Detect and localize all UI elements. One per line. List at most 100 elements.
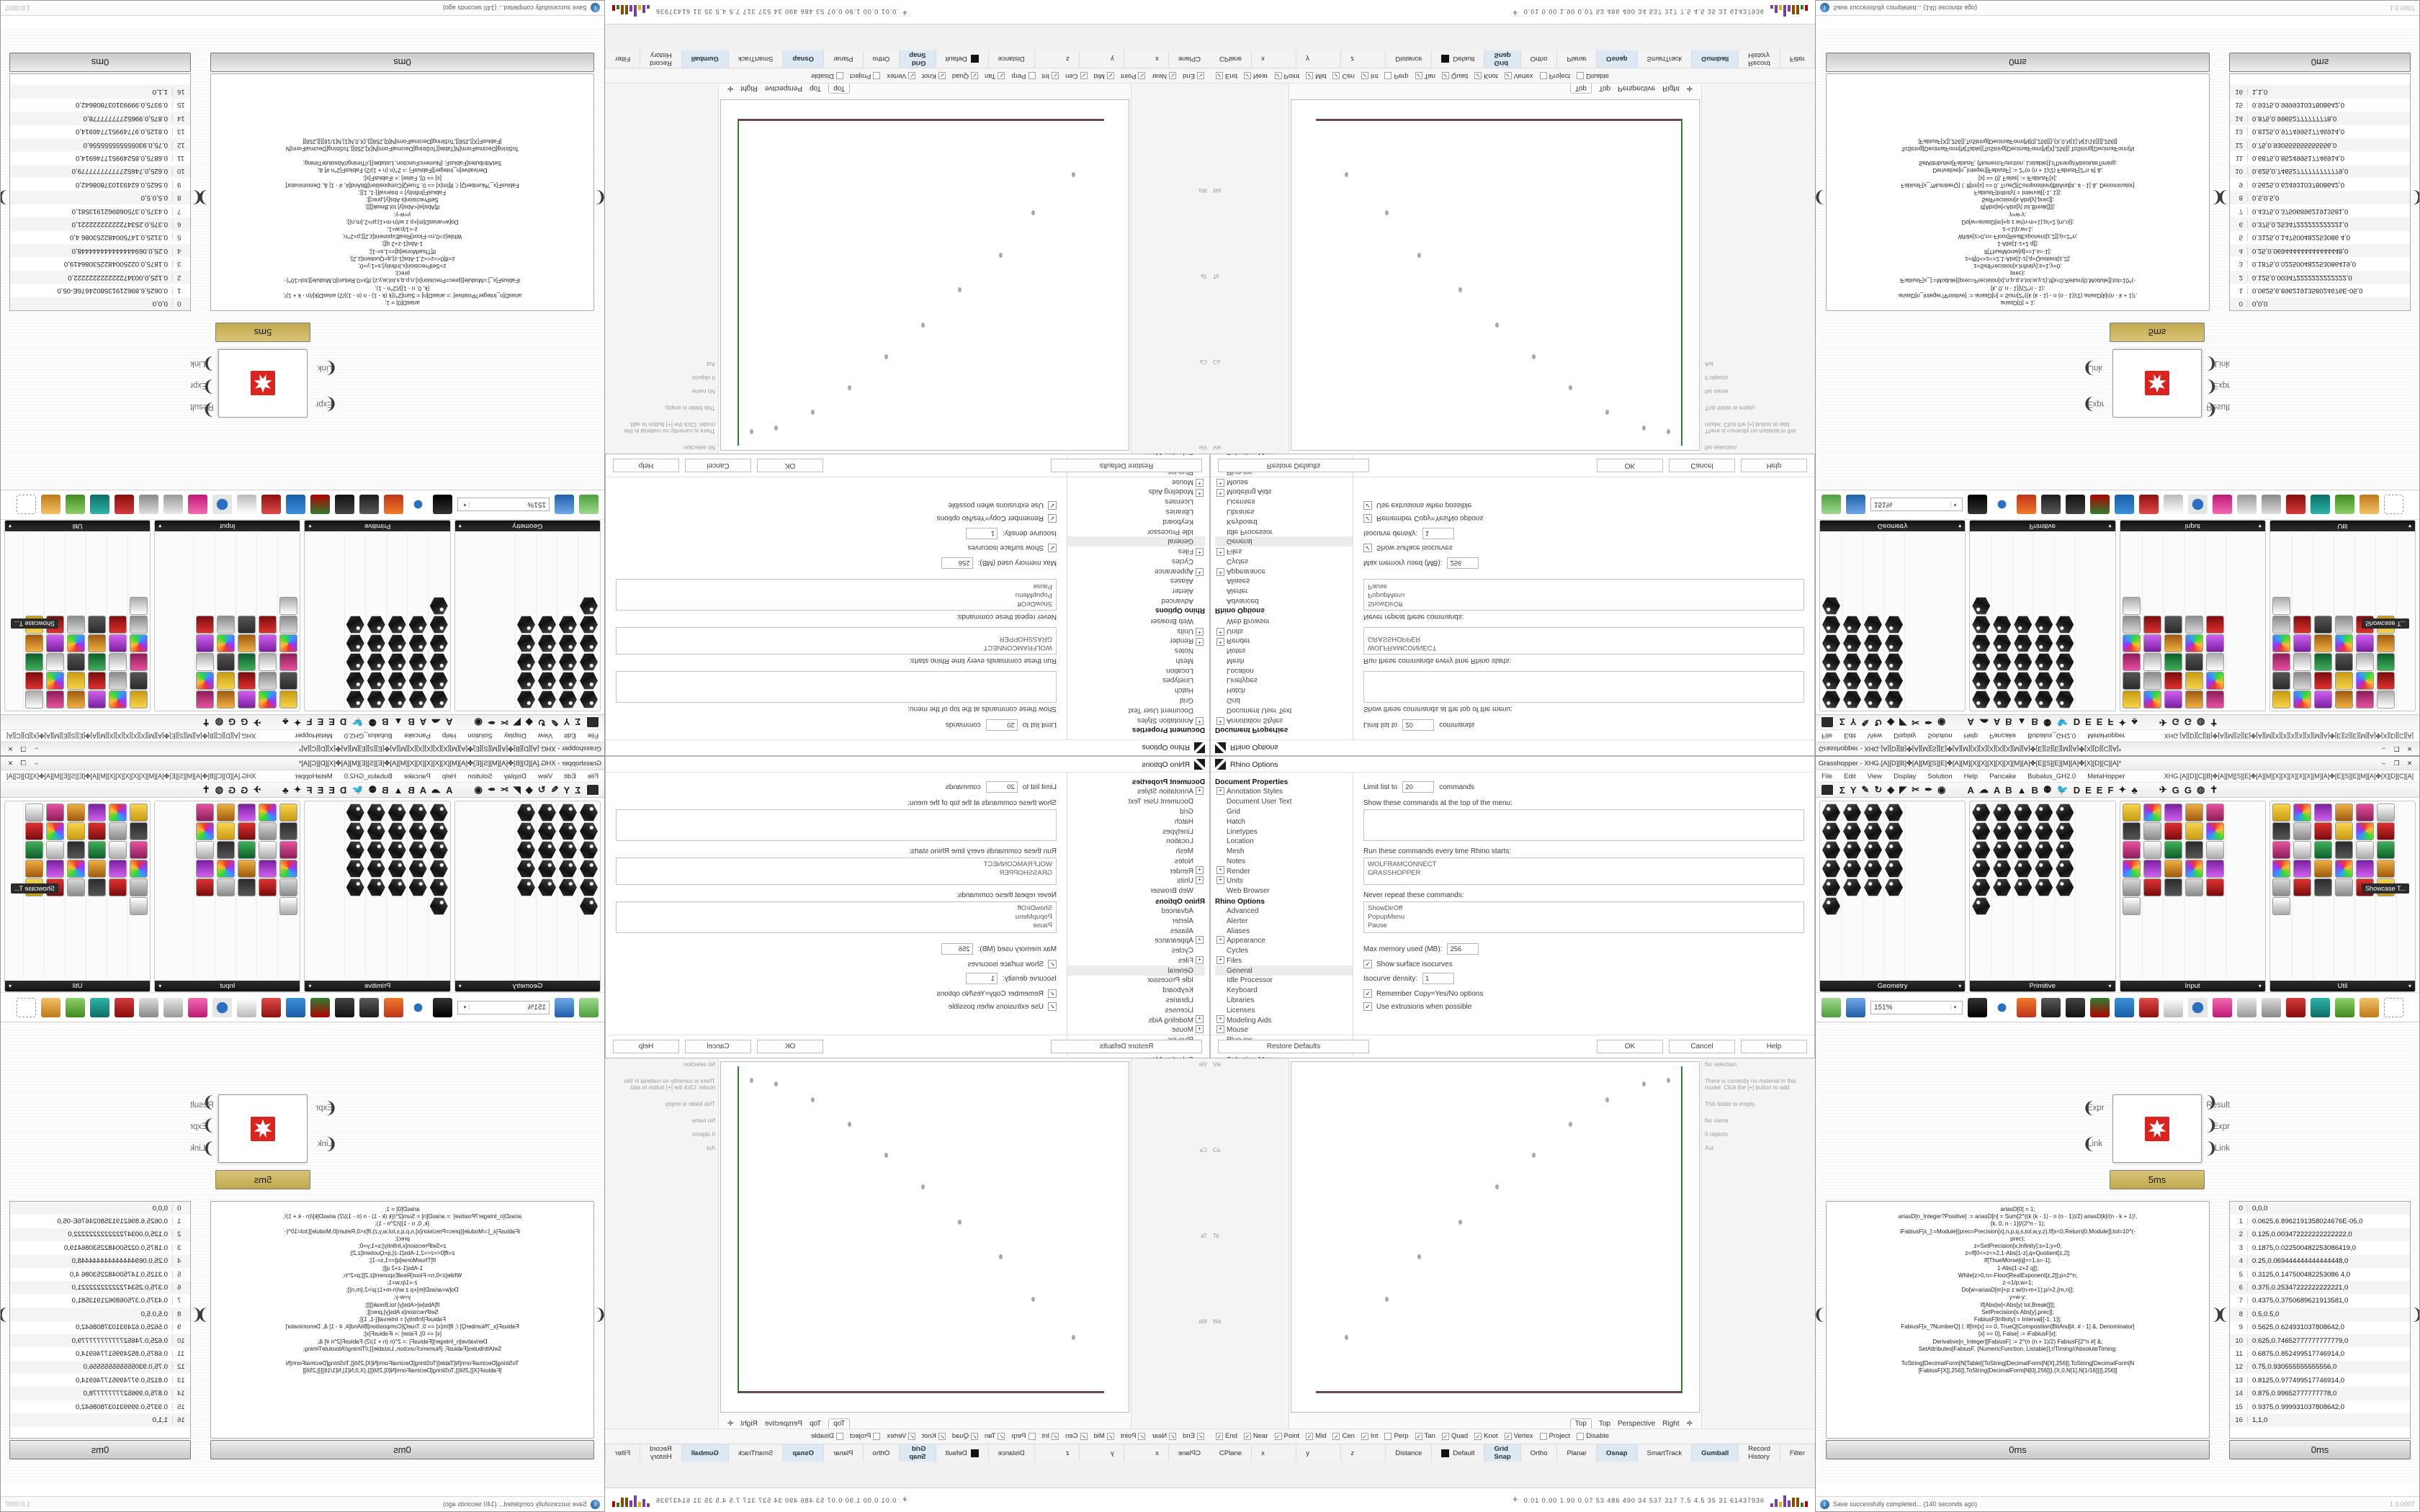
grasshopper-ribbon-tabs[interactable]: Σ Y ✎ ↻ ◆ ◤ ✂ ✒ ◉ A ☁ A B ▲ B ⚉ 🐦 D E E F ✦ ♣ ✈ G G ◍ ✝ [1, 714, 604, 729]
osnap-knot[interactable]: ✓ Knot [922, 1432, 946, 1440]
viewport-tab-top[interactable]: Top [810, 84, 822, 93]
chevron-down-icon[interactable]: ▾ [458, 523, 462, 529]
ribbon-tab-icon-18[interactable]: E [328, 784, 335, 796]
tree-item-modeling-aids[interactable]: Modeling Aids [1067, 1015, 1205, 1025]
tree-item-document-user-text[interactable]: Document User Text [1128, 798, 1193, 806]
status-toggle-ortho[interactable]: Ortho [862, 1444, 900, 1462]
menu-help[interactable]: Help [1963, 732, 1978, 740]
close-icon[interactable]: ✕ [2406, 759, 2413, 767]
ribbon-tab-icon-9[interactable]: A [446, 784, 453, 796]
chevron-down-icon[interactable]: ▾ [461, 502, 470, 508]
rhino-left-panel[interactable]: Vie Ca Ta Wa [1131, 50, 1210, 454]
component-button[interactable] [1864, 822, 1882, 840]
component-button[interactable] [46, 860, 65, 878]
ribbon-tab-icon-2[interactable]: ✎ [550, 784, 559, 795]
wolfram-expression-component[interactable]: Expr Link Result Expr Link [190, 1094, 333, 1163]
result-table-timer[interactable]: 0ms [2229, 53, 2411, 72]
preview-eye-icon[interactable] [408, 997, 428, 1017]
component-button[interactable] [2355, 634, 2374, 652]
viewport-tab-top[interactable]: Top [810, 1419, 822, 1428]
component-button[interactable] [259, 616, 277, 634]
osnap-bar[interactable]: ✓ End ✓ Near ✓ Point ✓ Mid ✓ Cen ✓ Int Perp ✓ Tan ✓ Quad… [1210, 69, 1815, 84]
tree-item-annotation-styles[interactable]: Annotation Styles [1215, 787, 1353, 797]
chevron-down-icon[interactable]: ▾ [461, 1004, 470, 1010]
grasshopper-canvas[interactable]: Expr Link Result Expr Link ❨ ❨ ❩ ❩ ❩ 5ms… [1816, 30, 2419, 490]
viewport-tab-top-active[interactable]: Top [1569, 1418, 1592, 1428]
component-button[interactable] [2056, 634, 2074, 652]
tree-item-linetypes[interactable]: Linetypes [1227, 827, 1258, 836]
component-button[interactable] [2293, 878, 2311, 896]
control-point[interactable] [1605, 410, 1609, 415]
component-button[interactable] [580, 690, 598, 708]
status-toggle-osnap[interactable]: Osnap [782, 1444, 824, 1462]
ribbon-tab-icon-19[interactable]: E [317, 784, 324, 796]
search-icon[interactable] [212, 495, 232, 515]
selection-icon[interactable] [17, 997, 36, 1017]
menu-pancake[interactable]: Pancake [403, 772, 431, 780]
control-point[interactable] [884, 1153, 889, 1158]
osnap-quad[interactable]: ✓ Quad [1441, 72, 1468, 80]
help-icon[interactable] [2213, 495, 2232, 515]
osnap-disable[interactable]: Disable [811, 1432, 843, 1440]
ribbon-tab-icon-22[interactable]: ♣ [282, 716, 289, 728]
component-button[interactable] [1822, 897, 1840, 915]
component-button[interactable] [196, 634, 215, 652]
tree-item-modeling-aids[interactable]: Modeling Aids [1215, 1015, 1353, 1025]
control-point[interactable] [1031, 1296, 1035, 1302]
menu-help[interactable]: Help [1963, 772, 1978, 780]
component-button[interactable] [2056, 804, 2074, 822]
component-button[interactable] [67, 616, 86, 634]
component-button[interactable] [2184, 804, 2203, 822]
component-button[interactable] [517, 672, 535, 690]
expression-panel-timer[interactable]: 0ms [1826, 53, 2210, 72]
component-button[interactable] [580, 804, 598, 822]
component-button[interactable] [1885, 616, 1903, 634]
menu-view[interactable]: View [1867, 732, 1883, 740]
ribbon-tab-icon-22[interactable]: ♣ [282, 784, 289, 796]
component-button[interactable] [2035, 878, 2053, 896]
preview-shaded-icon[interactable] [2311, 997, 2330, 1017]
tree-item-hatch[interactable]: Hatch [1227, 686, 1246, 695]
component-button[interactable] [1972, 822, 1991, 840]
component-button[interactable] [88, 690, 107, 708]
expression-panel[interactable]: ariasD[0] = 1; ariasD[n_Integer?Positive… [210, 1201, 594, 1439]
osnap-int[interactable]: ✓ Int [1361, 1432, 1378, 1440]
component-button[interactable] [1885, 634, 1903, 652]
menu-pancake[interactable]: Pancake [1989, 732, 2017, 740]
component-button[interactable] [1822, 841, 1840, 859]
component-button[interactable] [1993, 822, 2012, 840]
component-button[interactable] [1885, 841, 1903, 859]
component-button[interactable] [67, 690, 86, 708]
tree-item-idle-processor[interactable]: Idle Processor [1227, 976, 1273, 985]
tree-item-cycles[interactable]: Cycles [1227, 557, 1249, 565]
component-button[interactable] [2272, 634, 2290, 652]
tree-item-render[interactable]: Render [1215, 636, 1353, 646]
close-icon[interactable]: ✕ [7, 759, 14, 767]
component-button[interactable] [130, 672, 148, 690]
zoom-extents-icon[interactable] [1968, 495, 1987, 515]
grasshopper-titlebar[interactable]: Grasshopper - XHG.[A][D][B]✤[A][M][S][E]… [1, 742, 604, 755]
component-button[interactable] [109, 634, 127, 652]
ribbon-tab-icon-18[interactable]: E [2085, 716, 2092, 728]
component-button[interactable] [109, 822, 127, 840]
component-button[interactable] [409, 804, 427, 822]
component-button[interactable] [1993, 634, 2011, 652]
menu-file[interactable]: File [587, 772, 599, 780]
profiler-icon[interactable] [2066, 997, 2085, 1017]
menu-file[interactable]: File [1821, 772, 1833, 780]
tree-item-advanced[interactable]: Advanced [1227, 597, 1259, 606]
component-button[interactable] [2293, 616, 2311, 634]
tree-item-mesh[interactable]: Mesh [1175, 847, 1193, 856]
component-button[interactable] [67, 672, 86, 690]
grasshopper-toolbar[interactable]: 151% ▾ [1, 490, 604, 520]
tree-item-alerter[interactable]: Alerter [1172, 587, 1193, 595]
tree-item-mesh[interactable]: Mesh [1227, 656, 1245, 665]
ribbon-tab-icon-4[interactable]: ◆ [525, 784, 533, 795]
component-button[interactable] [580, 597, 598, 615]
component-button[interactable] [2272, 878, 2290, 896]
component-button[interactable] [2184, 634, 2203, 652]
component-button[interactable] [67, 878, 86, 896]
component-button[interactable] [517, 690, 535, 708]
component-button[interactable] [367, 841, 385, 859]
preview-off-icon[interactable] [2360, 997, 2379, 1017]
